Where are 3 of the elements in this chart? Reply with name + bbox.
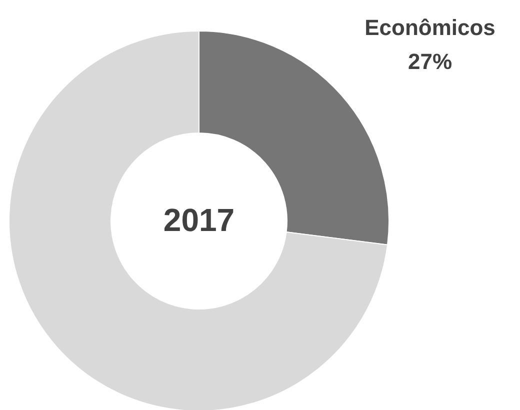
slice-label: Econômicos [364,15,496,40]
text: 2017 [163,202,235,238]
data-label: 27% [408,49,452,74]
